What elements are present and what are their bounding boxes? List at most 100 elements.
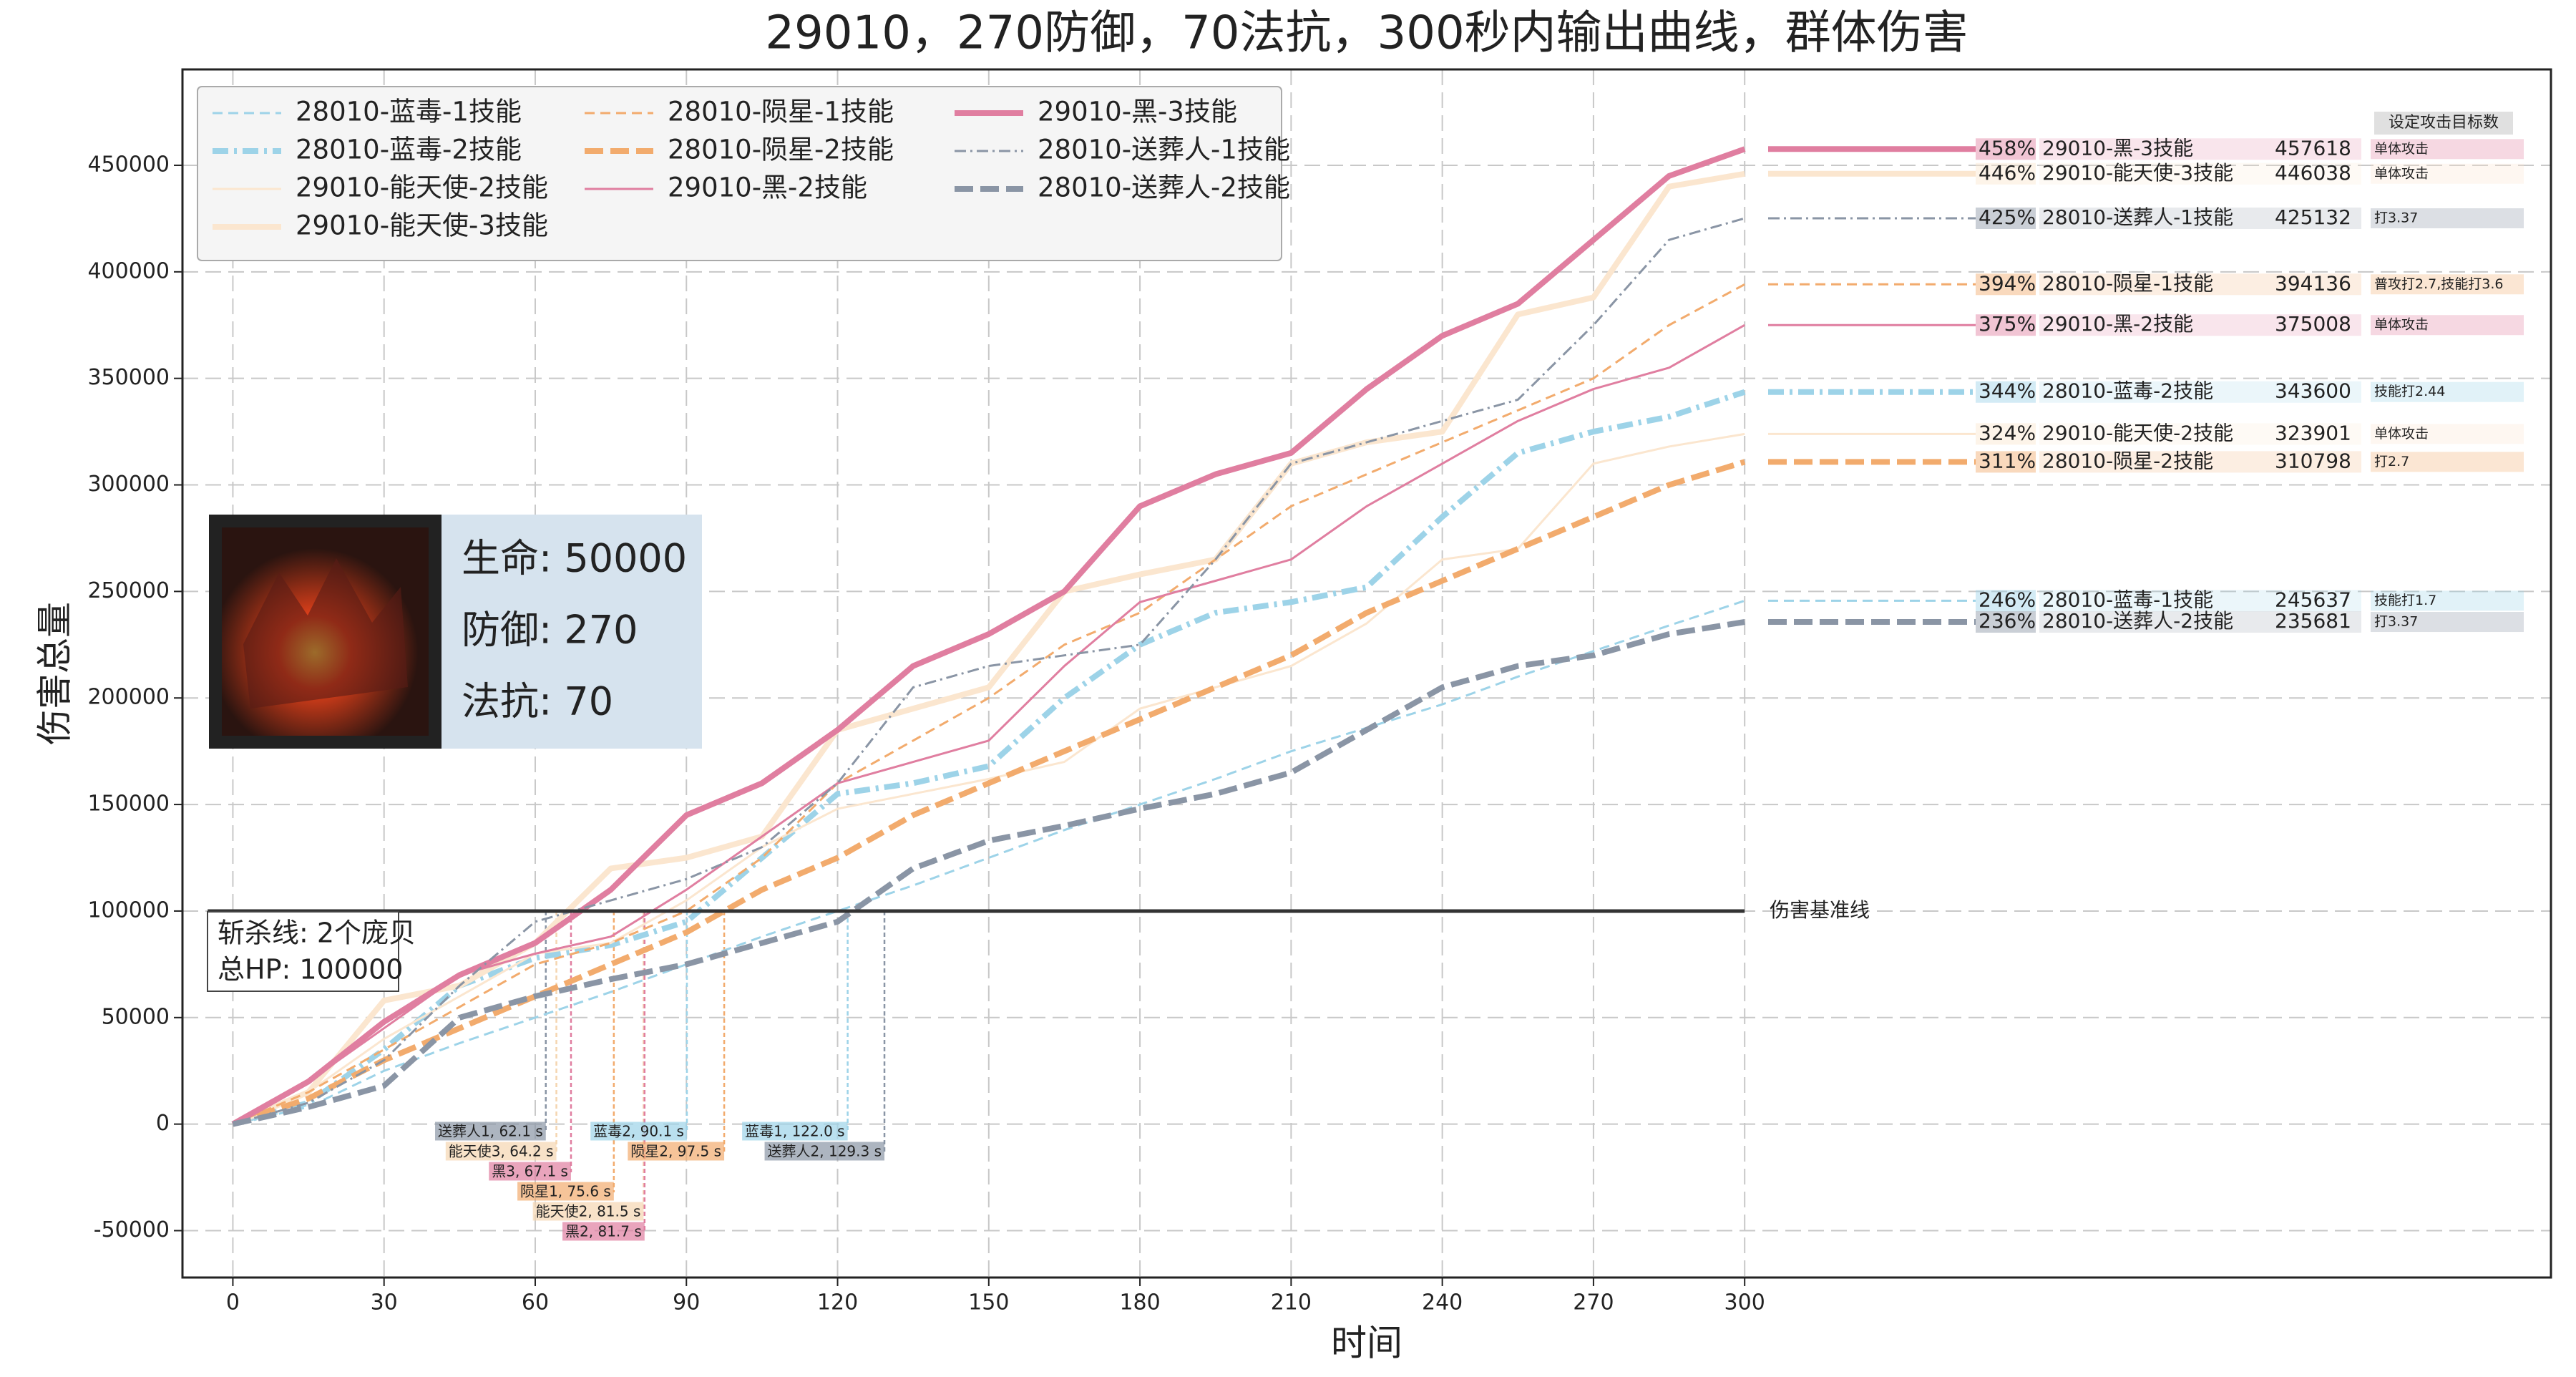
note-label: 技能打2.44 xyxy=(2374,384,2445,399)
note-box xyxy=(2371,315,2524,336)
share-label: 375% xyxy=(1979,312,2036,336)
series-line xyxy=(232,389,1746,1127)
note-box xyxy=(2371,274,2524,295)
crossing-label-box xyxy=(764,1142,885,1161)
y-tick-label: 200000 xyxy=(87,685,170,710)
note-header-box xyxy=(2374,112,2513,135)
crossing-label: 陨星1, 75.6 s xyxy=(520,1183,611,1200)
legend-label: 29010-黑-3技能 xyxy=(1038,97,1237,127)
note-box xyxy=(2371,163,2524,184)
end-name: 29010-黑-3技能 xyxy=(2042,136,2193,160)
crossing-label: 送葬人2, 129.3 s xyxy=(768,1143,882,1160)
crossing-label-box xyxy=(742,1121,848,1141)
enemy-res: 法抗: 70 xyxy=(462,679,613,724)
share-box xyxy=(1976,314,2036,336)
end-name: 28010-蓝毒-2技能 xyxy=(2042,379,2213,403)
end-value: 446038 xyxy=(2275,161,2351,185)
share-label: 311% xyxy=(1979,449,2036,472)
y-tick-label: 400000 xyxy=(87,258,170,283)
crossing-label-box xyxy=(517,1182,614,1201)
share-label: 446% xyxy=(1979,161,2036,185)
y-tick-label: 300000 xyxy=(87,472,170,497)
name-box xyxy=(2039,381,2361,403)
end-value: 457618 xyxy=(2275,136,2351,160)
end-value: 343600 xyxy=(2275,379,2351,403)
x-tick-label: 300 xyxy=(1724,1290,1765,1315)
y-tick-label: 0 xyxy=(156,1111,170,1136)
crossing-label: 能天使2, 81.5 s xyxy=(536,1203,641,1220)
crossing-label-box xyxy=(532,1202,644,1221)
note-label: 单体攻击 xyxy=(2374,426,2429,442)
crossing-label-box xyxy=(435,1121,546,1141)
kill-line-hp: 总HP: 100000 xyxy=(218,954,403,986)
end-value: 375008 xyxy=(2275,312,2351,336)
legend-label: 29010-黑-2技能 xyxy=(668,172,867,203)
crossing-label: 能天使3, 64.2 s xyxy=(449,1143,554,1160)
y-tick-label: 450000 xyxy=(87,152,170,177)
chart-title: 29010，270防御，70法抗，300秒内输出曲线，群体伤害 xyxy=(765,7,1968,60)
crossing-label: 黑3, 67.1 s xyxy=(492,1163,568,1180)
share-box xyxy=(1976,138,2036,160)
share-label: 344% xyxy=(1979,379,2036,403)
legend-label: 28010-送葬人-1技能 xyxy=(1038,135,1290,165)
note-label: 打3.37 xyxy=(2374,210,2418,226)
legend: 28010-蓝毒-1技能 28010-蓝毒-2技能 29010-能天使-2技能 290… xyxy=(197,86,1290,261)
share-label: 458% xyxy=(1979,136,2036,160)
note-label: 打2.7 xyxy=(2374,454,2409,469)
crossing-label: 陨星2, 97.5 s xyxy=(630,1143,721,1160)
x-tick-label: 240 xyxy=(1422,1290,1463,1315)
x-tick-label: 30 xyxy=(371,1290,398,1315)
x-tick-label: 0 xyxy=(226,1290,240,1315)
y-tick-label: 250000 xyxy=(87,578,170,603)
crossing-label-box xyxy=(590,1121,687,1141)
crossing-label-box xyxy=(628,1142,725,1161)
axes-frame xyxy=(181,68,2552,1279)
crossing-label-box xyxy=(489,1162,571,1181)
x-tick-label: 270 xyxy=(1573,1290,1614,1315)
share-box xyxy=(1976,208,2036,230)
legend-frame xyxy=(197,86,1282,261)
end-name: 28010-陨星-2技能 xyxy=(2042,449,2213,472)
y-tick-label: 150000 xyxy=(87,792,170,817)
y-tick-label: 100000 xyxy=(87,897,170,923)
share-box xyxy=(1976,611,2036,633)
end-value: 323901 xyxy=(2275,421,2351,444)
y-axis-label: 伤害总量 xyxy=(34,602,76,745)
share-box xyxy=(1976,381,2036,403)
note-box xyxy=(2371,424,2524,444)
end-name: 29010-黑-2技能 xyxy=(2042,312,2193,336)
note-box xyxy=(2371,452,2524,472)
kill-line-box: 斩杀线: 2个庞贝 总HP: 100000 xyxy=(207,911,416,992)
end-name: 28010-陨星-1技能 xyxy=(2042,271,2213,295)
baseline-label: 伤害基准线 xyxy=(1770,898,1870,922)
share-box xyxy=(1976,590,2036,612)
name-box xyxy=(2039,611,2361,633)
name-box xyxy=(2039,451,2361,473)
share-label: 324% xyxy=(1979,421,2036,444)
end-value: 310798 xyxy=(2275,449,2351,472)
note-box xyxy=(2371,612,2524,633)
kill-line-frame xyxy=(207,911,399,992)
note-box xyxy=(2371,590,2524,611)
x-tick-label: 180 xyxy=(1119,1290,1160,1315)
share-box xyxy=(1976,162,2036,185)
name-box xyxy=(2039,314,2361,336)
end-value: 394136 xyxy=(2275,271,2351,295)
share-box xyxy=(1976,451,2036,473)
note-label: 技能打1.7 xyxy=(2374,593,2436,608)
series-line xyxy=(231,170,1745,1127)
name-box xyxy=(2039,138,2361,160)
share-label: 236% xyxy=(1979,609,2036,633)
legend-label: 28010-陨星-2技能 xyxy=(668,135,894,165)
kill-line-text: 斩杀线: 2个庞贝 xyxy=(218,918,416,949)
note-box xyxy=(2371,139,2524,160)
legend-label: 29010-能天使-2技能 xyxy=(296,172,548,203)
enemy-info: 生命: 50000 防御: 270 法抗: 70 xyxy=(209,515,702,749)
enemy-def: 防御: 270 xyxy=(462,608,638,653)
name-box xyxy=(2039,590,2361,612)
crossing-label: 蓝毒2, 90.1 s xyxy=(593,1123,684,1140)
y-tick-label: 50000 xyxy=(102,1004,170,1029)
note-label: 单体攻击 xyxy=(2374,141,2429,157)
legend-label: 28010-陨星-1技能 xyxy=(668,97,894,127)
